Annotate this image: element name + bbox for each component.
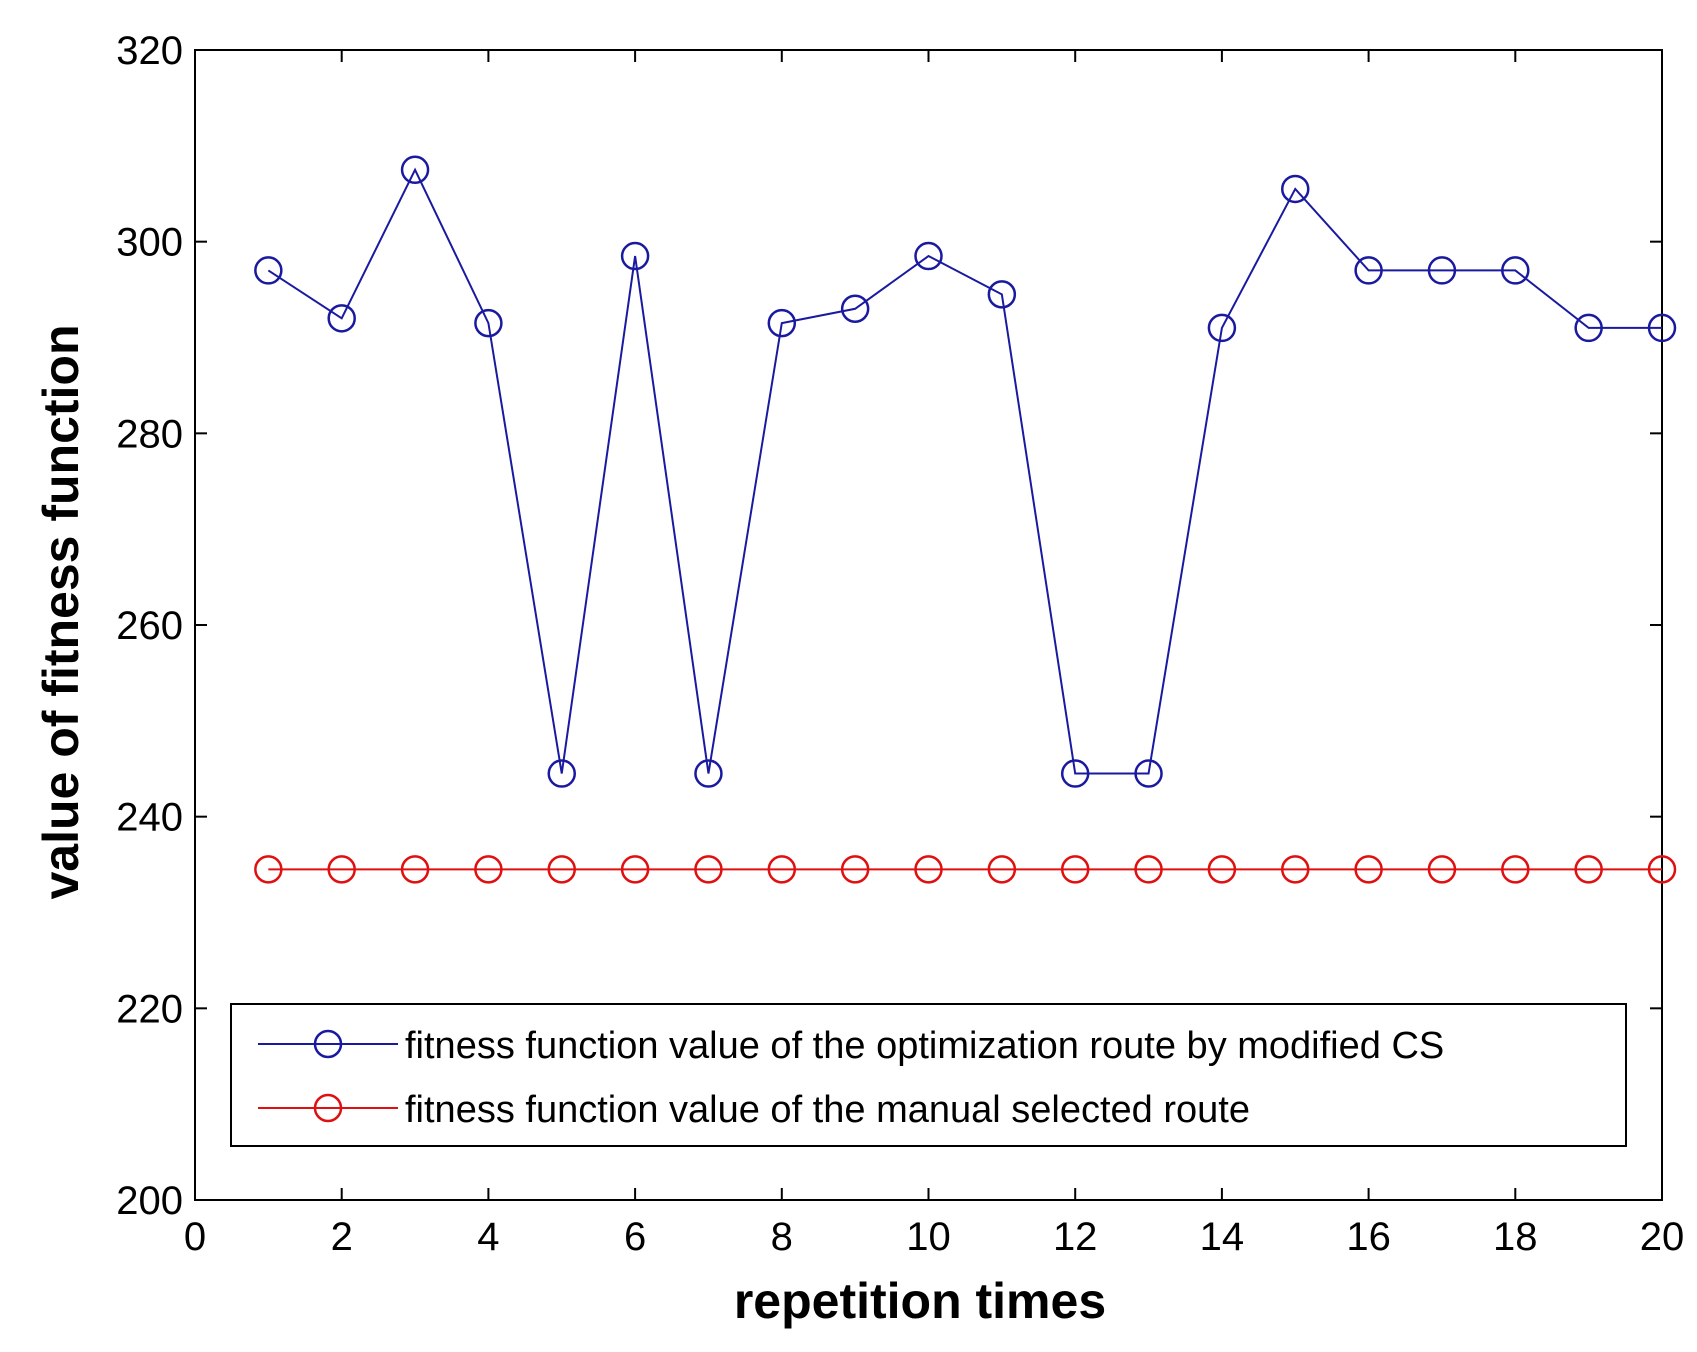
data-point-series-1 xyxy=(1647,313,1677,343)
x-tick-label: 14 xyxy=(1200,1215,1245,1259)
data-point-series-2 xyxy=(1501,855,1530,884)
data-point-series-2 xyxy=(987,855,1017,884)
data-point-series-1 xyxy=(1501,256,1530,285)
x-tick-label: 2 xyxy=(331,1215,353,1259)
x-tick-label: 20 xyxy=(1640,1215,1685,1259)
data-point-series-2 xyxy=(694,855,723,884)
data-point-series-2 xyxy=(840,855,870,884)
data-point-series-2 xyxy=(767,855,797,884)
data-point-series-1 xyxy=(1134,759,1163,788)
data-point-series-1 xyxy=(1207,313,1237,343)
x-tick-label: 10 xyxy=(906,1215,951,1259)
legend-label-series-2: fitness function value of the manual sel… xyxy=(405,1089,1250,1131)
x-tick-label: 16 xyxy=(1346,1215,1391,1259)
x-tick-label: 6 xyxy=(624,1215,646,1259)
series-layer xyxy=(254,155,1677,884)
x-axis-title: repetition times xyxy=(734,1273,1106,1329)
data-point-series-1 xyxy=(547,759,576,788)
data-point-series-2 xyxy=(327,855,356,884)
y-tick-label: 260 xyxy=(116,604,183,648)
data-point-series-1 xyxy=(1427,256,1457,285)
data-point-series-2 xyxy=(547,855,576,884)
data-point-series-2 xyxy=(620,855,650,884)
y-tick-label: 240 xyxy=(116,796,183,840)
x-tick-label: 12 xyxy=(1053,1215,1098,1259)
data-point-series-1 xyxy=(987,280,1017,309)
data-point-series-2 xyxy=(474,855,503,884)
legend-marker-series-2 xyxy=(313,1093,343,1123)
data-point-series-2 xyxy=(1427,855,1457,884)
data-point-series-2 xyxy=(1354,855,1383,884)
y-tick-label: 280 xyxy=(116,412,183,456)
legend-marker-series-1 xyxy=(313,1029,343,1059)
data-point-series-1 xyxy=(1574,313,1603,343)
x-tick-labels: 0 2 4 6 8 10 12 14 16 18 20 xyxy=(184,1215,1684,1259)
data-point-series-1 xyxy=(767,308,797,338)
data-point-series-2 xyxy=(1281,855,1310,884)
x-tick-label: 4 xyxy=(477,1215,499,1259)
data-point-series-2 xyxy=(1134,855,1163,884)
data-point-series-1 xyxy=(474,308,503,338)
x-tick-label: 0 xyxy=(184,1215,206,1259)
legend-label-series-1: fitness function value of the optimizati… xyxy=(405,1025,1444,1067)
data-point-series-1 xyxy=(400,155,430,185)
y-tick-label: 200 xyxy=(116,1179,183,1223)
data-point-series-1 xyxy=(1354,256,1383,285)
data-point-series-1 xyxy=(620,241,650,271)
data-point-series-2 xyxy=(1574,855,1603,884)
data-point-series-1 xyxy=(254,256,283,285)
x-tick-label: 18 xyxy=(1493,1215,1538,1259)
data-point-series-1 xyxy=(694,759,723,788)
data-point-series-1 xyxy=(840,294,870,323)
data-point-series-2 xyxy=(1207,855,1237,884)
tick-marks xyxy=(194,49,1663,1201)
data-point-series-2 xyxy=(1647,855,1677,884)
legend-box xyxy=(230,1003,1627,1147)
data-point-series-1 xyxy=(327,304,356,333)
data-point-series-1 xyxy=(914,241,943,271)
data-point-series-2 xyxy=(254,855,283,884)
y-tick-label: 320 xyxy=(116,29,183,73)
y-tick-labels: 200 220 240 260 280 300 320 xyxy=(116,29,183,1223)
data-point-series-2 xyxy=(914,855,943,884)
data-point-series-2 xyxy=(400,855,430,884)
legend: fitness function value of the optimizati… xyxy=(230,1003,1627,1147)
data-point-series-2 xyxy=(1060,855,1090,884)
y-tick-label: 300 xyxy=(116,221,183,265)
x-tick-label: 8 xyxy=(771,1215,793,1259)
y-tick-label: 220 xyxy=(116,987,183,1031)
y-axis-title: value of fitness function xyxy=(33,324,89,899)
data-point-series-1 xyxy=(1281,174,1310,204)
data-point-series-1 xyxy=(1060,759,1090,788)
